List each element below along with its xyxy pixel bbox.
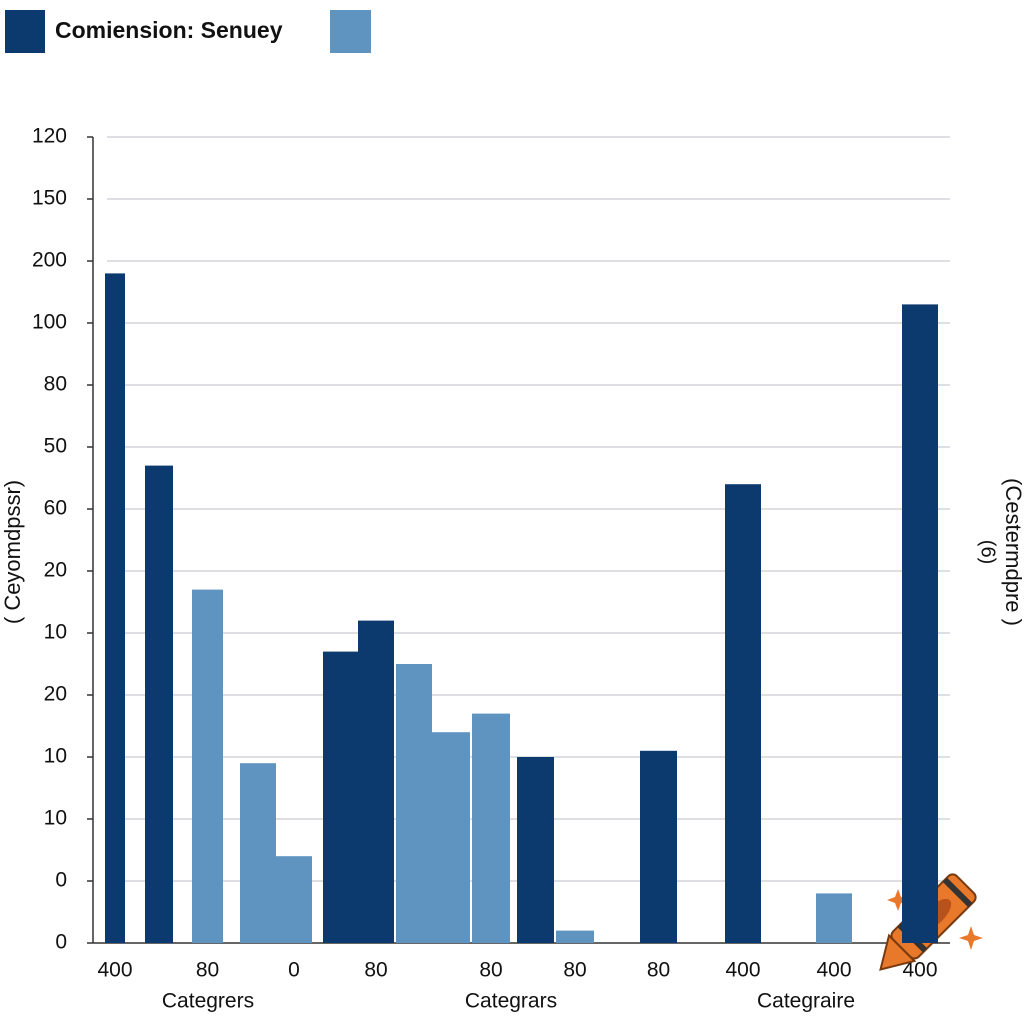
bar bbox=[816, 893, 852, 943]
y-tick-label: 10 bbox=[44, 621, 67, 644]
y-tick-label: 0 bbox=[55, 931, 67, 954]
y2-axis-title: (Cestermdpre ) bbox=[1001, 478, 1024, 626]
legend-label: Comiension: Senuey bbox=[55, 17, 283, 43]
y-tick-label: 10 bbox=[44, 807, 67, 830]
x-tick-label: 80 bbox=[196, 959, 219, 982]
x-tick-label: 0 bbox=[288, 959, 300, 982]
x-group-label: Categraire bbox=[757, 990, 855, 1013]
x-group-label: Categrars bbox=[465, 990, 557, 1013]
y-tick-label: 0 bbox=[55, 869, 67, 892]
y-tick-label: 80 bbox=[44, 373, 67, 396]
x-tick-label: 80 bbox=[647, 959, 670, 982]
sparkle bbox=[959, 926, 983, 950]
bar bbox=[105, 273, 125, 943]
y-tick-label: 50 bbox=[44, 435, 67, 458]
x-tick-label: 400 bbox=[816, 959, 851, 982]
bar bbox=[725, 484, 761, 943]
x-tick-label: 80 bbox=[364, 959, 387, 982]
bar bbox=[358, 620, 394, 943]
bar bbox=[472, 713, 510, 943]
bar bbox=[517, 757, 554, 943]
x-group-label: Categrers bbox=[162, 990, 254, 1013]
y-tick-label: 10 bbox=[44, 745, 67, 768]
x-tick-label: 80 bbox=[563, 959, 586, 982]
bar bbox=[640, 750, 677, 943]
bar bbox=[396, 664, 432, 943]
x-tick-label: 400 bbox=[725, 959, 760, 982]
y-tick-label: 120 bbox=[32, 125, 67, 148]
y-tick-label: 20 bbox=[44, 559, 67, 582]
x-tick-label: 80 bbox=[479, 959, 502, 982]
bar bbox=[276, 856, 312, 943]
x-tick-label: 400 bbox=[902, 959, 937, 982]
bar bbox=[240, 763, 276, 943]
bar bbox=[323, 651, 358, 943]
y-tick-label: 200 bbox=[32, 249, 67, 272]
y2-axis-note: (6) bbox=[977, 540, 999, 564]
legend-swatch bbox=[330, 10, 371, 53]
bar bbox=[902, 304, 938, 943]
y-tick-label: 60 bbox=[44, 497, 67, 520]
sparkle bbox=[887, 889, 909, 911]
y-tick-label: 20 bbox=[44, 683, 67, 706]
y-tick-label: 150 bbox=[32, 187, 67, 210]
y-axis-title: ( Ceyomdpssr) bbox=[0, 480, 25, 624]
x-tick-label: 400 bbox=[97, 959, 132, 982]
bar bbox=[556, 930, 594, 943]
bar bbox=[145, 465, 173, 943]
bar bbox=[432, 732, 470, 943]
bar bbox=[192, 589, 223, 943]
legend-swatch bbox=[5, 10, 45, 53]
y-tick-label: 100 bbox=[32, 311, 67, 334]
